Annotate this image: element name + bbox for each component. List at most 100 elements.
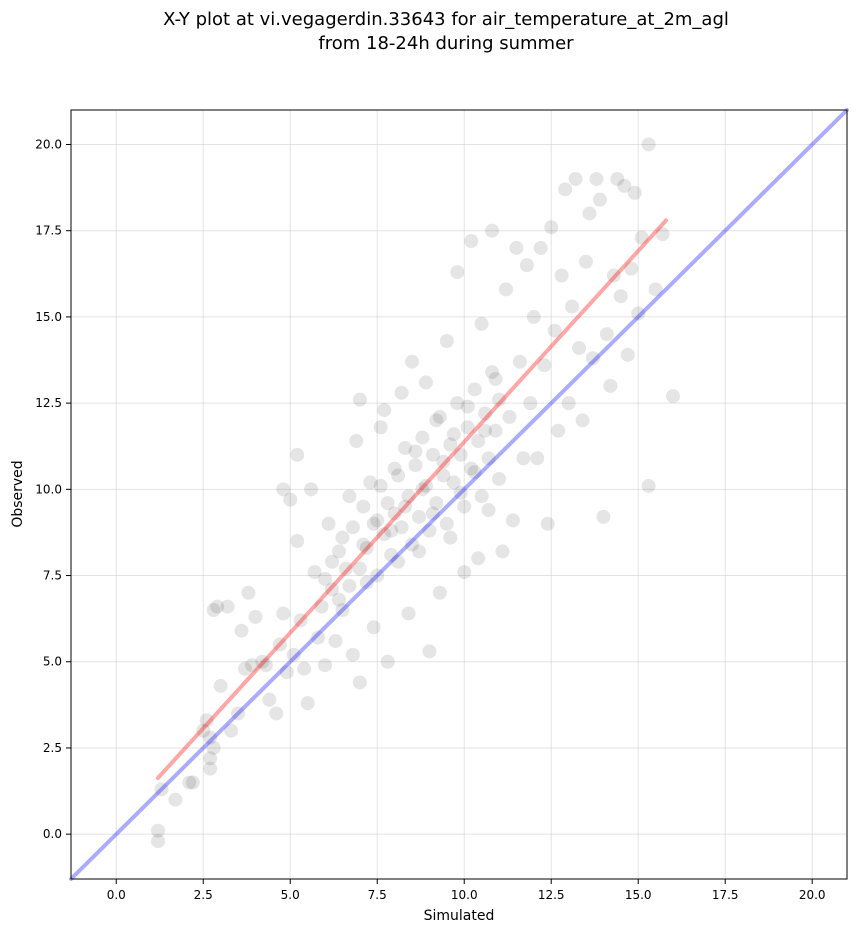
data-point bbox=[255, 654, 270, 669]
data-point bbox=[196, 723, 211, 738]
data-point bbox=[415, 482, 430, 497]
data-point bbox=[290, 447, 305, 462]
data-point bbox=[655, 227, 670, 242]
x-tick-label: 2.5 bbox=[194, 888, 213, 902]
data-point bbox=[234, 623, 249, 638]
data-point bbox=[150, 823, 165, 838]
data-point bbox=[387, 461, 402, 476]
data-point bbox=[297, 661, 312, 676]
data-point bbox=[478, 423, 493, 438]
data-point bbox=[492, 392, 507, 407]
data-point bbox=[512, 354, 527, 369]
data-point bbox=[345, 520, 360, 535]
data-point bbox=[617, 178, 632, 193]
data-point bbox=[485, 223, 500, 238]
data-point bbox=[363, 475, 378, 490]
x-tick-label: 15.0 bbox=[625, 888, 652, 902]
data-point bbox=[220, 599, 235, 614]
data-point bbox=[610, 171, 625, 186]
data-point bbox=[401, 606, 416, 621]
data-point bbox=[391, 468, 406, 483]
data-point bbox=[592, 192, 607, 207]
data-point bbox=[279, 665, 294, 680]
data-point bbox=[185, 775, 200, 790]
data-point bbox=[286, 647, 301, 662]
data-point bbox=[439, 334, 454, 349]
data-point bbox=[318, 658, 333, 673]
data-point bbox=[436, 468, 451, 483]
y-tick-label: 7.5 bbox=[43, 569, 62, 583]
y-tick-label: 5.0 bbox=[43, 655, 62, 669]
data-point bbox=[471, 551, 486, 566]
data-point bbox=[244, 658, 259, 673]
data-point bbox=[460, 420, 475, 435]
data-point bbox=[502, 409, 517, 424]
data-point bbox=[415, 430, 430, 445]
chart-title-line-2: from 18-24h during summer bbox=[318, 33, 574, 54]
data-point bbox=[345, 647, 360, 662]
grid-lines bbox=[71, 110, 847, 879]
x-tick-label: 10.0 bbox=[451, 888, 478, 902]
data-point bbox=[418, 478, 433, 493]
data-point bbox=[398, 440, 413, 455]
data-point bbox=[377, 527, 392, 542]
data-point bbox=[342, 578, 357, 593]
fit-lines bbox=[69, 108, 849, 881]
data-point bbox=[377, 403, 392, 418]
data-point bbox=[488, 371, 503, 386]
data-point bbox=[568, 171, 583, 186]
y-tick-label: 15.0 bbox=[35, 310, 62, 324]
x-tick-label: 0.0 bbox=[107, 888, 126, 902]
y-tick-label: 10.0 bbox=[35, 482, 62, 496]
data-point bbox=[352, 675, 367, 690]
data-point bbox=[331, 544, 346, 559]
data-point bbox=[537, 358, 552, 373]
data-point bbox=[394, 385, 409, 400]
data-point bbox=[290, 534, 305, 549]
data-point bbox=[206, 603, 221, 618]
data-point bbox=[373, 420, 388, 435]
data-point bbox=[401, 489, 416, 504]
data-point bbox=[530, 451, 545, 466]
x-tick-label: 17.5 bbox=[712, 888, 739, 902]
data-point bbox=[641, 478, 656, 493]
data-point bbox=[572, 340, 587, 355]
data-point bbox=[439, 516, 454, 531]
data-point bbox=[324, 582, 339, 597]
data-point bbox=[492, 471, 507, 486]
data-point bbox=[272, 637, 287, 652]
chart-title-line-1: X-Y plot at vi.vegagerdin.33643 for air_… bbox=[163, 9, 729, 30]
data-point bbox=[554, 268, 569, 283]
data-points bbox=[150, 137, 681, 849]
data-point bbox=[443, 530, 458, 545]
data-point bbox=[498, 282, 513, 297]
data-point bbox=[380, 654, 395, 669]
data-point bbox=[168, 792, 183, 807]
data-point bbox=[231, 706, 246, 721]
data-point bbox=[582, 206, 597, 221]
data-point bbox=[481, 503, 496, 518]
data-point bbox=[304, 482, 319, 497]
data-point bbox=[488, 423, 503, 438]
data-point bbox=[579, 254, 594, 269]
data-point bbox=[648, 282, 663, 297]
data-point bbox=[422, 523, 437, 538]
data-point bbox=[352, 392, 367, 407]
data-point bbox=[432, 409, 447, 424]
data-point bbox=[561, 396, 576, 411]
data-point bbox=[620, 347, 635, 362]
data-point bbox=[338, 561, 353, 576]
data-point bbox=[349, 434, 364, 449]
data-point bbox=[575, 413, 590, 428]
data-point bbox=[314, 599, 329, 614]
data-point bbox=[359, 540, 374, 555]
data-point bbox=[394, 520, 409, 535]
data-point bbox=[429, 413, 444, 428]
data-point bbox=[453, 485, 468, 500]
y-tick-label: 0.0 bbox=[43, 827, 62, 841]
data-point bbox=[509, 240, 524, 255]
data-point bbox=[391, 554, 406, 569]
data-point bbox=[505, 513, 520, 528]
data-point bbox=[335, 530, 350, 545]
